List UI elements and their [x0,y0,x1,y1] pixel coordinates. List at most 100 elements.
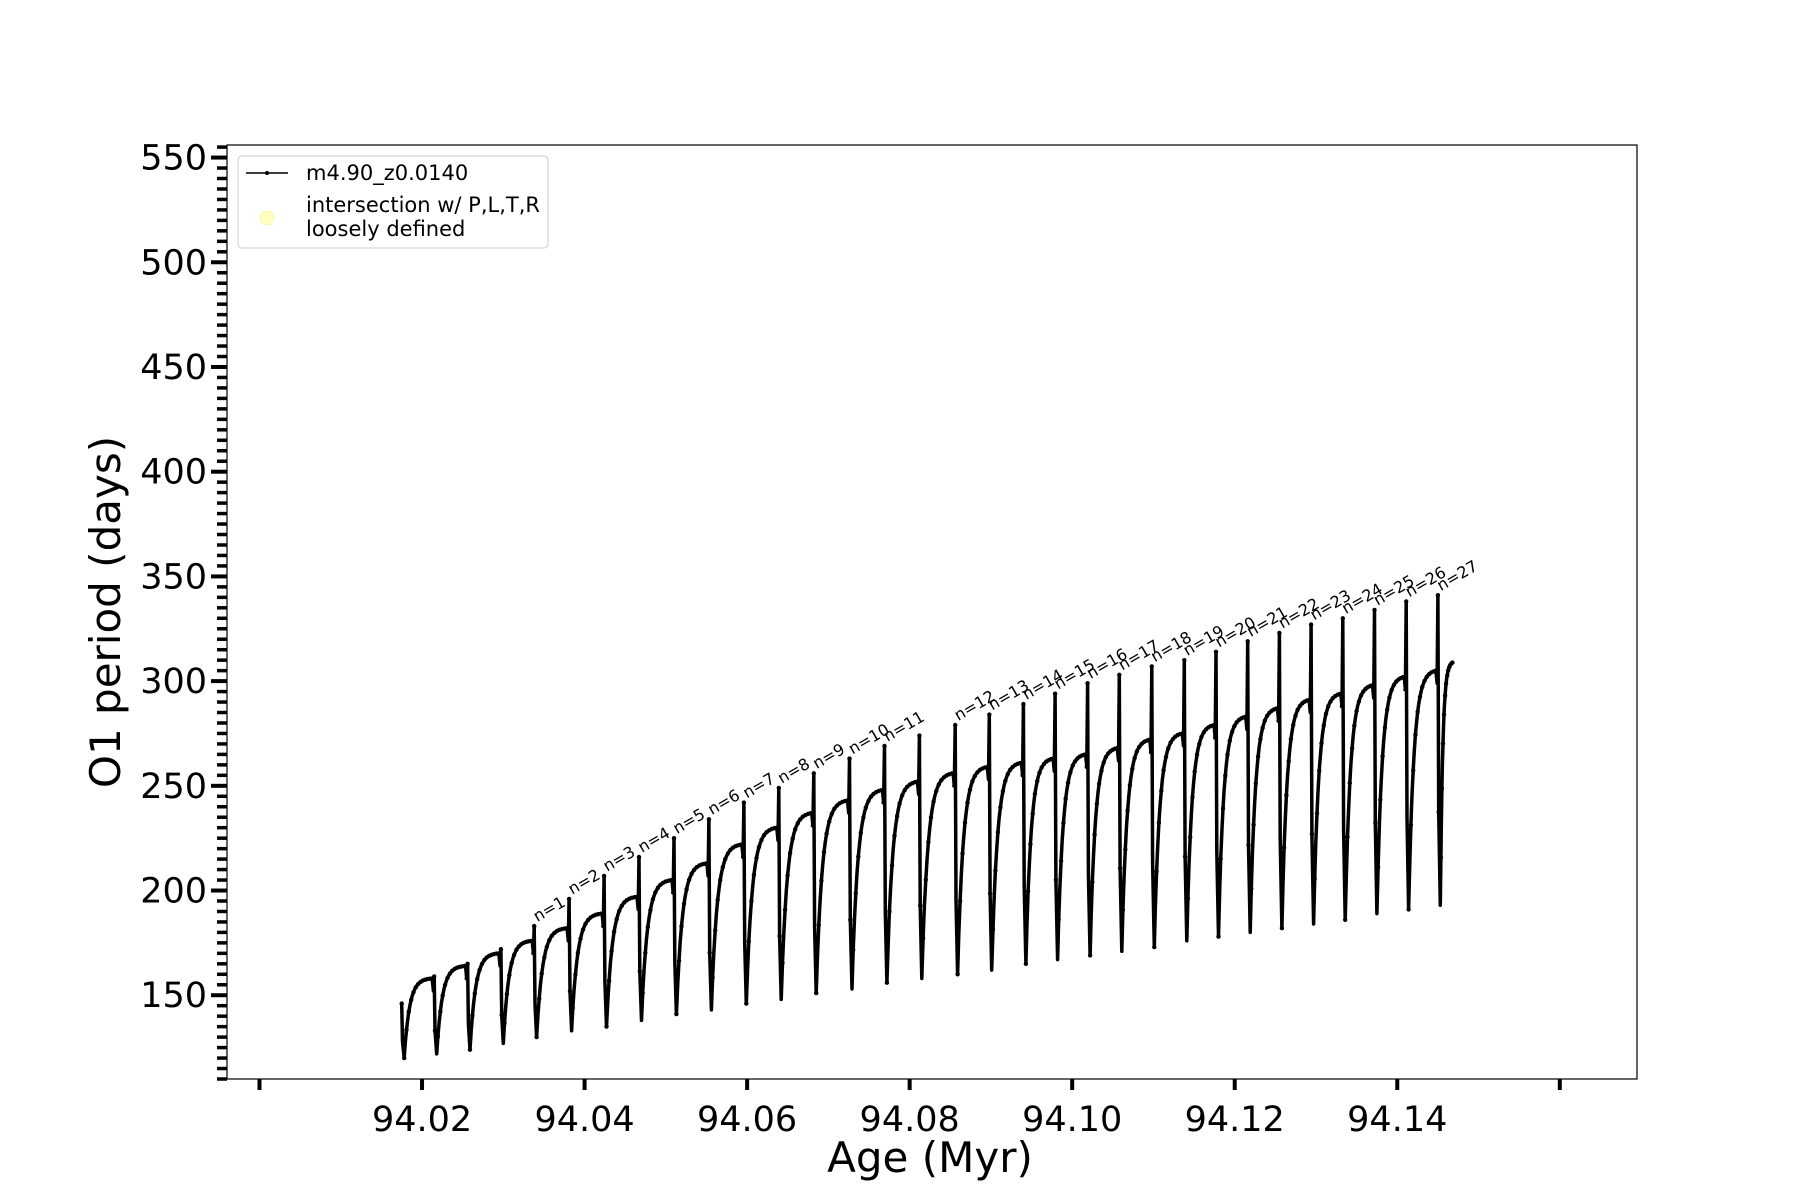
y-tick-label: 500 [140,243,207,283]
data-point [432,1028,438,1033]
pulse-number-label: n=27 [1433,556,1481,594]
data-point [1403,687,1408,692]
data-point [776,785,781,791]
data-point [1216,934,1221,939]
data-point [1000,789,1006,794]
data-point [1056,917,1061,922]
data-point [1037,770,1042,775]
data-point [650,897,656,902]
data-point [740,854,746,860]
data-point [1021,701,1026,707]
data-point [514,947,519,952]
y-tick-label: 400 [140,453,207,493]
data-point [1094,801,1100,806]
data-point [1380,753,1385,759]
data-point [1058,858,1064,864]
data-point [617,908,622,914]
data-point [440,993,445,998]
data-point [655,885,661,890]
data-point [1163,754,1169,760]
y-tick-label: 450 [140,348,207,388]
data-point [409,997,414,1002]
y-tick-label: 200 [140,872,207,912]
data-point [1450,660,1455,665]
data-point [744,1001,749,1006]
data-point [1277,630,1282,636]
data-point [606,978,612,983]
data-point [960,851,965,856]
data-point [955,972,960,977]
data-point [882,743,887,749]
data-point [858,830,863,835]
data-point [1132,756,1137,761]
data-point [824,831,829,836]
data-point [462,963,467,969]
data-point [1375,865,1381,870]
data-point [1435,593,1441,598]
data-point [751,872,757,878]
data-point [1400,675,1406,680]
data-point [995,830,1001,835]
data-point [879,788,884,793]
data-point [438,1009,443,1014]
data-point [1154,869,1159,874]
data-point [583,921,588,926]
data-point [761,833,767,838]
data-point [573,972,578,977]
data-point [1127,783,1133,788]
data-point [1063,796,1068,801]
data-point [636,854,642,860]
data-point [619,903,624,908]
data-point [549,933,555,938]
data-point [774,825,779,830]
data-point [1087,953,1093,958]
data-point [1391,682,1397,687]
data-point [962,820,968,825]
data-point [1117,672,1122,677]
data-point [1180,731,1185,736]
y-tick-label: 550 [140,139,207,179]
data-point [1385,707,1390,712]
data-point [611,929,617,934]
data-point [1223,773,1228,778]
data-point [920,936,926,941]
data-point [580,927,586,932]
data-point [856,854,861,859]
data-point [787,850,793,856]
data-point [725,851,731,856]
data-point [987,891,993,896]
data-point [704,861,710,866]
data-point [1148,750,1154,755]
data-point [1096,781,1102,786]
data-point [811,771,816,776]
data-point [795,821,800,826]
data-point [1439,786,1445,791]
data-point [442,982,448,987]
data-point [1251,822,1256,827]
data-point [686,877,692,882]
data-point [404,1027,409,1033]
data-point [532,923,537,929]
pulse-number-label: n=7 [739,769,778,802]
data-point [1182,854,1188,859]
data-point [1243,714,1248,719]
data-point [1070,763,1075,768]
data-point [1309,832,1315,837]
data-point [1185,896,1191,901]
data-point [534,1034,539,1040]
data-point [1349,746,1355,751]
data-point [863,805,869,810]
y-axis-label: O1 period (days) [81,436,130,788]
data-point [1433,668,1439,673]
data-point [892,833,897,838]
x-tick-label: 94.14 [1347,1100,1447,1140]
data-point [1020,773,1025,778]
data-point [998,805,1003,810]
data-point [902,788,907,793]
data-point [1317,768,1322,773]
data-point [413,985,418,990]
data-point [1413,732,1418,737]
data-point [851,947,856,953]
data-point [939,777,944,783]
data-point [537,996,542,1001]
